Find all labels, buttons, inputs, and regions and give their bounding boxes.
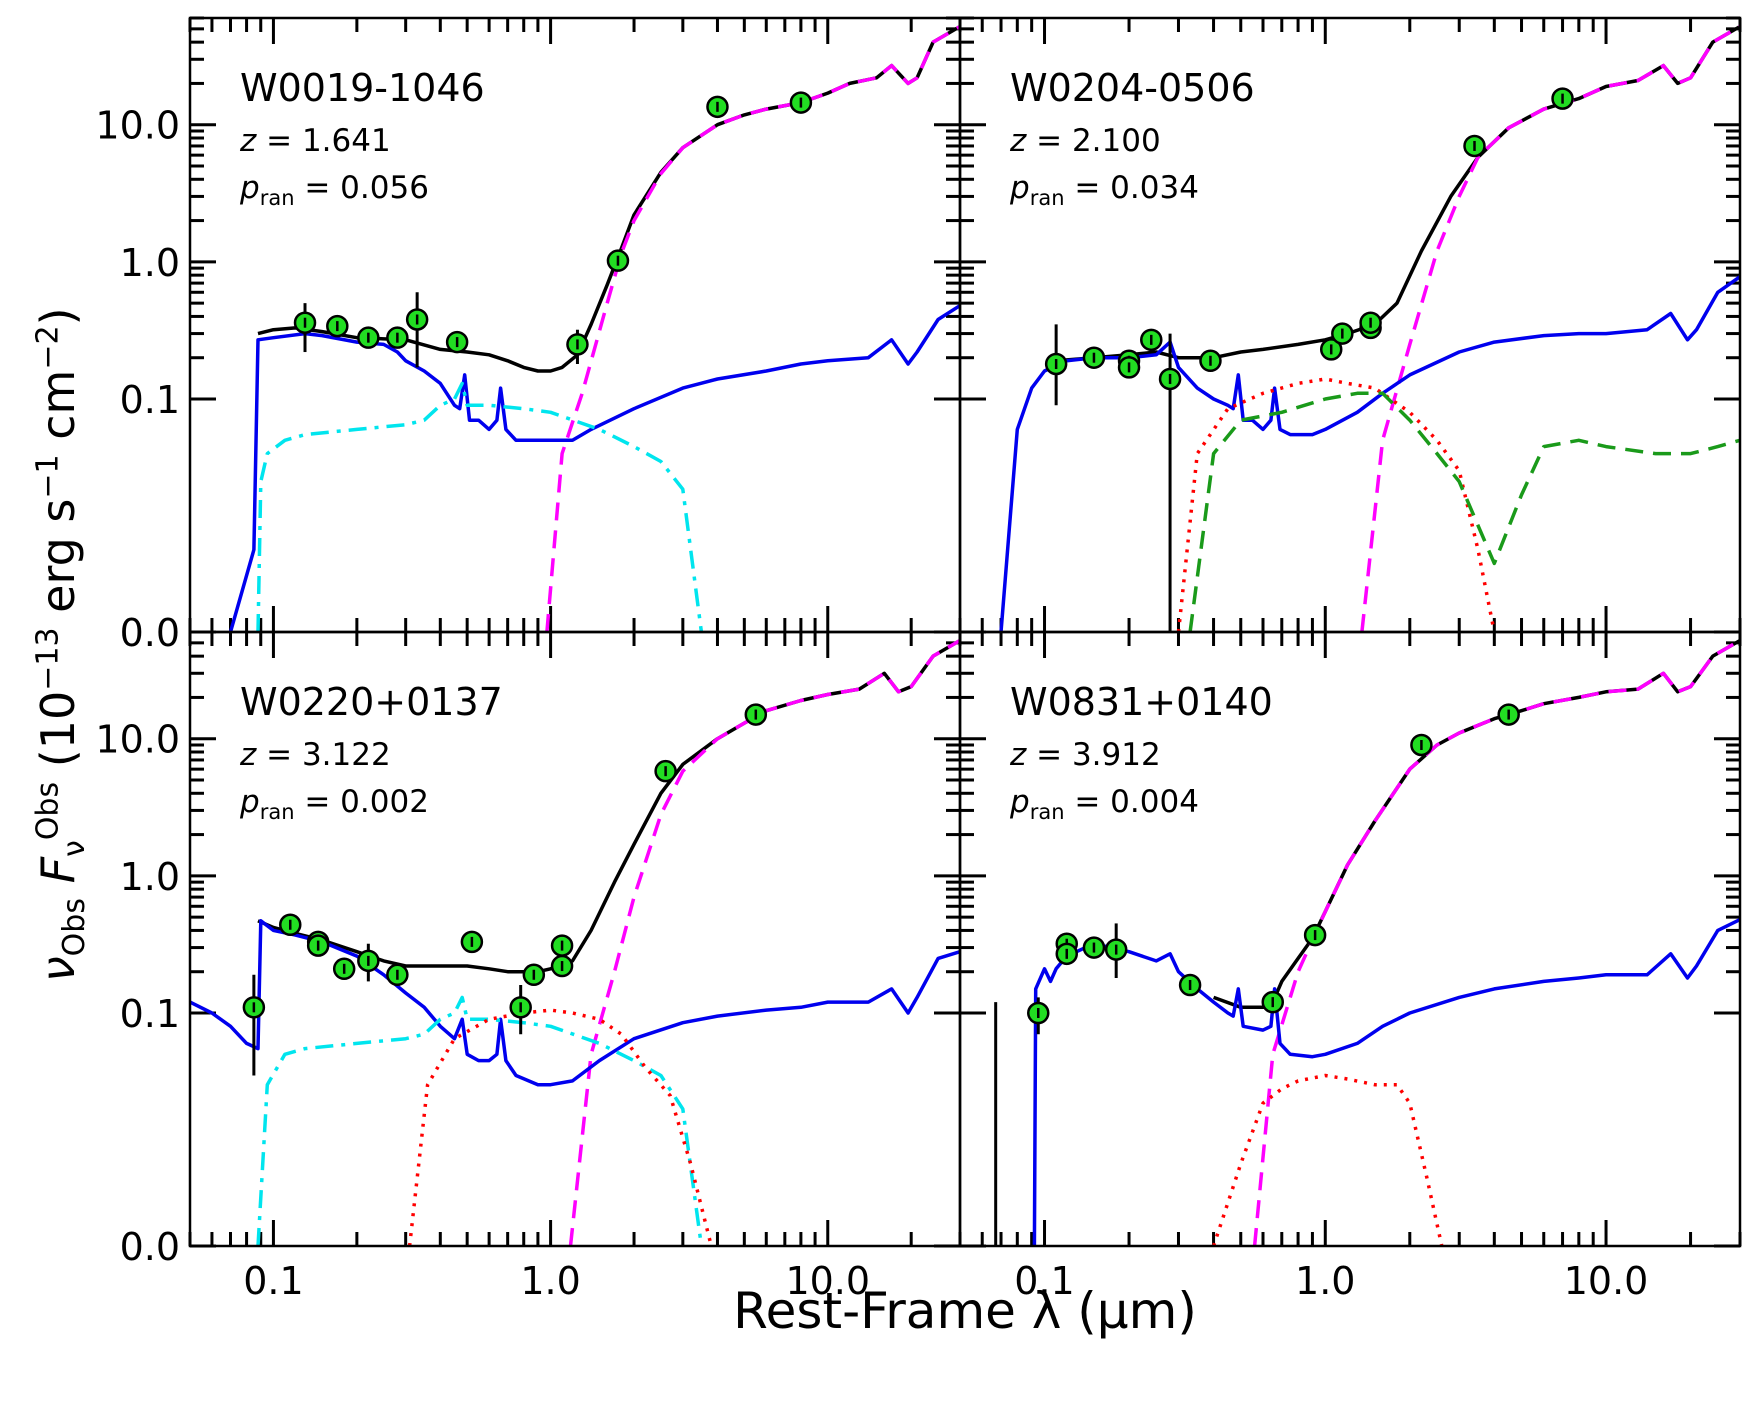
panel-bottom-right: W0831+0140 z = 3.912 pran = 0.004 0.1 1.0 10.… (958, 630, 1742, 1303)
model-line (257, 638, 960, 974)
model-line (1188, 391, 1740, 632)
model-line (190, 919, 960, 1087)
y-tick-label: 0.0 (120, 611, 180, 655)
panel-frame (958, 630, 1742, 1248)
model-line (1055, 24, 1740, 363)
model-line (568, 638, 960, 1246)
x-tick-label: 10.0 (785, 1259, 870, 1303)
panel-ticks (958, 630, 1742, 1248)
panel-points (994, 703, 1520, 1246)
panel-top-left: W0019-1046 z = 1.641 pran = 0.056 0.0 0.1 1.0… (95, 16, 962, 655)
x-tick-label: 10.0 (1564, 1259, 1649, 1303)
y-tick-label: 1.0 (120, 241, 180, 285)
panel-object-name: W0019-1046 (240, 66, 485, 110)
y-tick-label: 1.0 (120, 855, 180, 899)
y-tick-label: 0.1 (120, 378, 180, 422)
panel-object-name: W0220+0137 (240, 680, 503, 724)
model-line (1176, 377, 1497, 632)
panel-p-random: pran = 0.004 (1009, 784, 1199, 824)
panel-redshift: z = 1.641 (239, 123, 391, 159)
y-tick-label: 0.1 (120, 992, 180, 1036)
panel-redshift: z = 3.912 (1009, 737, 1161, 773)
panel-points (242, 703, 768, 1076)
panel-models (1032, 638, 1740, 1246)
y-tick-label: 0.0 (120, 1225, 180, 1269)
panel-ticks (188, 16, 962, 634)
model-line (1211, 1073, 1444, 1246)
panel-top-right: W0204-0506 z = 2.100 pran = 0.034 (958, 16, 1742, 634)
panel-ticks (958, 16, 1742, 634)
panel-bottom-left: W0220+0137 z = 3.122 pran = 0.002 0.0 0.1 1.0… (95, 630, 962, 1303)
model-line (1213, 638, 1740, 1010)
y-axis-label: νObs FνObs (10−13 erg s−1 cm−2) (30, 307, 92, 983)
panel-object-name: W0204-0506 (1010, 66, 1255, 110)
model-line (407, 1008, 713, 1246)
panel-p-random: pran = 0.034 (1009, 170, 1199, 210)
model-line (545, 24, 960, 632)
x-tick-label: 1.0 (520, 1259, 580, 1303)
model-line (228, 304, 960, 632)
panel-redshift: z = 3.122 (239, 737, 391, 773)
model-line (1252, 638, 1740, 1246)
panel-points (293, 91, 813, 368)
panel-redshift: z = 2.100 (1009, 123, 1161, 159)
y-tick-label: 10.0 (95, 104, 180, 148)
model-line (256, 995, 704, 1246)
model-line (1032, 918, 1740, 1246)
panel-p-random: pran = 0.056 (239, 170, 429, 210)
panel-points (1044, 87, 1574, 632)
y-tick-label: 10.0 (95, 718, 180, 762)
x-tick-label: 0.1 (243, 1259, 303, 1303)
x-axis-label: Rest-Frame λ (μm) (733, 1282, 1197, 1340)
panel-models (190, 638, 960, 1246)
panel-p-random: pran = 0.002 (239, 784, 429, 824)
x-tick-label: 0.1 (1014, 1259, 1074, 1303)
x-tick-label: 1.0 (1295, 1259, 1355, 1303)
model-line (256, 381, 704, 632)
model-line (1360, 24, 1740, 632)
panel-frame (958, 16, 1742, 634)
panel-object-name: W0831+0140 (1010, 680, 1273, 724)
